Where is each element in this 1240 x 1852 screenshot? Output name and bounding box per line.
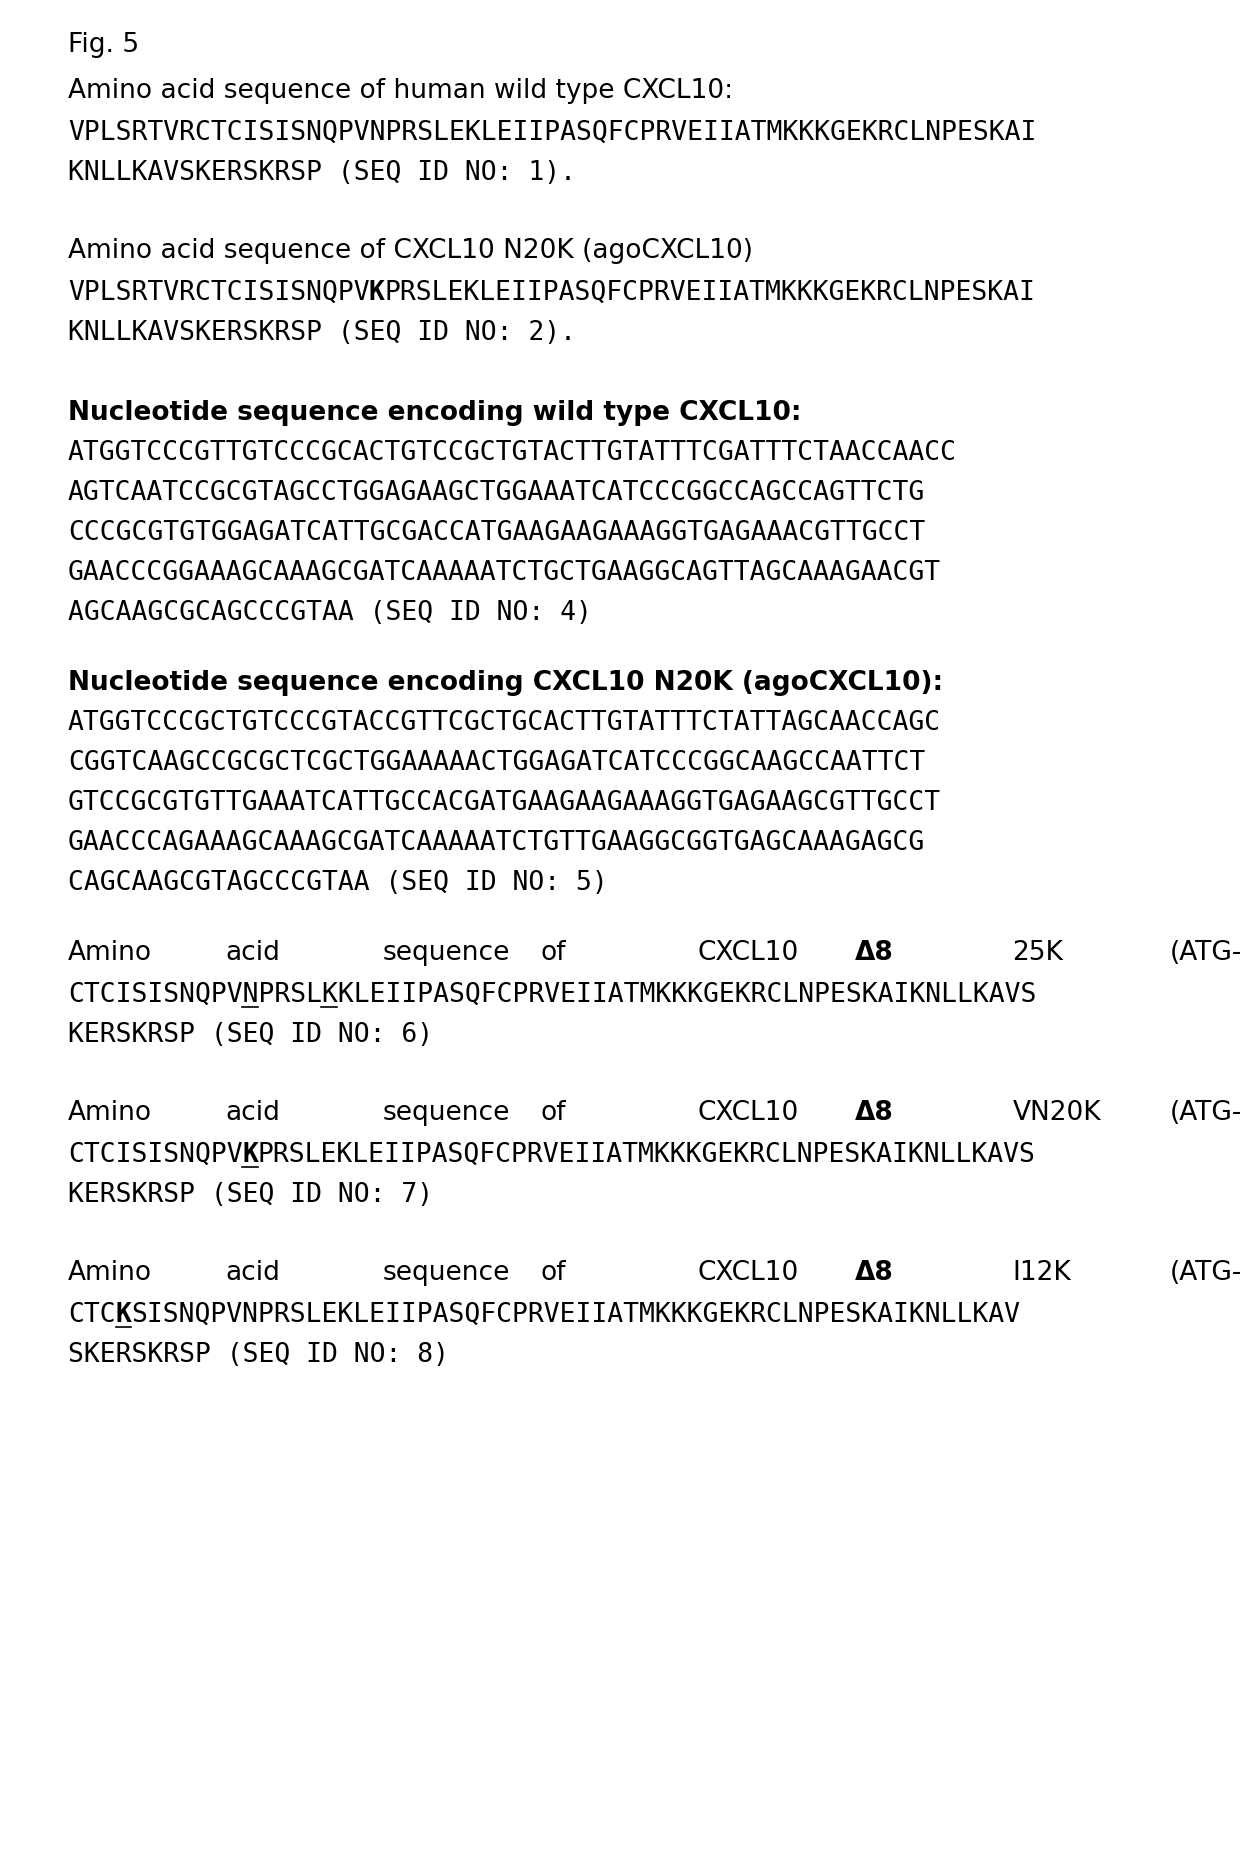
- Text: GTCCGCGTGTTGAAATCATTGCCACGATGAAGAAGAAAGGTGAGAAGCGTTGCCT: GTCCGCGTGTTGAAATCATTGCCACGATGAAGAAGAAAGG…: [68, 791, 941, 817]
- Text: Δ8: Δ8: [856, 1259, 894, 1285]
- Text: Δ8: Δ8: [856, 1100, 894, 1126]
- Text: Δ8: Δ8: [856, 941, 894, 967]
- Text: acid: acid: [226, 1100, 280, 1126]
- Text: Amino acid sequence of human wild type CXCL10:: Amino acid sequence of human wild type C…: [68, 78, 733, 104]
- Text: K: K: [368, 280, 384, 306]
- Text: CCCGCGTGTGGAGATCATTGCGACCATGAAGAAGAAAGGTGAGAAACGTTGCCT: CCCGCGTGTGGAGATCATTGCGACCATGAAGAAGAAAGGT…: [68, 520, 925, 546]
- Text: CAGCAAGCGTAGCCCGTAA (SEQ ID NO: 5): CAGCAAGCGTAGCCCGTAA (SEQ ID NO: 5): [68, 870, 608, 896]
- Text: sequence: sequence: [383, 1259, 510, 1285]
- Text: SISNQPVNPRSLEKLEIIPASQFCPRVEIIATMKKKGEKRCLNPESKAIKNLLKAV: SISNQPVNPRSLEKLEIIPASQFCPRVEIIATMKKKGEKR…: [131, 1302, 1021, 1328]
- Text: I12K: I12K: [1013, 1259, 1071, 1285]
- Text: PRSLEKLEIIPASQFCPRVEIIATMKKKGEKRCLNPESKAI: PRSLEKLEIIPASQFCPRVEIIATMKKKGEKRCLNPESKA…: [384, 280, 1035, 306]
- Text: K: K: [242, 1143, 258, 1169]
- Text: Fig. 5: Fig. 5: [68, 31, 139, 57]
- Text: CGGTCAAGCCGCGCTCGCTGGAAAAACTGGAGATCATCCCGGCAAGCCAATTCT: CGGTCAAGCCGCGCTCGCTGGAAAAACTGGAGATCATCCC…: [68, 750, 925, 776]
- Text: (ATG-N08):: (ATG-N08):: [1171, 1259, 1240, 1285]
- Text: ATGGTCCCGTTGTCCCGCACTGTCCGCTGTACTTGTATTTCGATTTCTAACCAACC: ATGGTCCCGTTGTCCCGCACTGTCCGCTGTACTTGTATTT…: [68, 441, 957, 467]
- Text: CXCL10: CXCL10: [698, 1100, 799, 1126]
- Text: AGCAAGCGCAGCCCGTAA (SEQ ID NO: 4): AGCAAGCGCAGCCCGTAA (SEQ ID NO: 4): [68, 600, 591, 626]
- Text: sequence: sequence: [383, 1100, 510, 1126]
- Text: VPLSRTVRCTCISISNQPVNPRSLEKLEIIPASQFCPRVEIIATMKKKGEKRCLNPESKAI: VPLSRTVRCTCISISNQPVNPRSLEKLEIIPASQFCPRVE…: [68, 120, 1037, 146]
- Text: KNLLKAVSKERSKRSP (SEQ ID NO: 1).: KNLLKAVSKERSKRSP (SEQ ID NO: 1).: [68, 159, 577, 185]
- Text: acid: acid: [226, 941, 280, 967]
- Text: (ATG-N07): (ATG-N07): [1171, 1100, 1240, 1126]
- Text: 25K: 25K: [1013, 941, 1064, 967]
- Text: Nucleotide sequence encoding CXCL10 N20K (agoCXCL10):: Nucleotide sequence encoding CXCL10 N20K…: [68, 670, 944, 696]
- Text: Amino: Amino: [68, 1100, 153, 1126]
- Text: Nucleotide sequence encoding wild type CXCL10:: Nucleotide sequence encoding wild type C…: [68, 400, 801, 426]
- Text: CXCL10: CXCL10: [698, 1259, 799, 1285]
- Text: VPLSRTVRCTCISISNQPV: VPLSRTVRCTCISISNQPV: [68, 280, 370, 306]
- Text: Amino acid sequence of CXCL10 N20K (agoCXCL10): Amino acid sequence of CXCL10 N20K (agoC…: [68, 239, 753, 265]
- Text: of: of: [541, 941, 565, 967]
- Text: (ATG-N06): (ATG-N06): [1171, 941, 1240, 967]
- Text: SKERSKRSP (SEQ ID NO: 8): SKERSKRSP (SEQ ID NO: 8): [68, 1343, 449, 1369]
- Text: Amino: Amino: [68, 941, 153, 967]
- Text: GAACCCAGAAAGCAAAGCGATCAAAAATCTGTTGAAGGCGGTGAGCAAAGAGCG: GAACCCAGAAAGCAAAGCGATCAAAAATCTGTTGAAGGCG…: [68, 830, 925, 856]
- Text: AGTCAATCCGCGTAGCCTGGAGAAGCTGGAAATCATCCCGGCCAGCCAGTTCTG: AGTCAATCCGCGTAGCCTGGAGAAGCTGGAAATCATCCCG…: [68, 480, 925, 506]
- Text: acid: acid: [226, 1259, 280, 1285]
- Text: PRSLEKLEIIPASQFCPRVEIIATMKKKGEKRCLNPESKAIKNLLKAVS: PRSLEKLEIIPASQFCPRVEIIATMKKKGEKRCLNPESKA…: [258, 1143, 1035, 1169]
- Text: ATGGTCCCGCTGTCCCGTACCGTTCGCTGCACTTGTATTTCTATTAGCAACCAGC: ATGGTCCCGCTGTCCCGTACCGTTCGCTGCACTTGTATTT…: [68, 709, 941, 735]
- Text: CTCISISNQPVNPRSLKKLEIIPASQFCPRVEIIATMKKKGEKRCLNPESKAIKNLLKAVS: CTCISISNQPVNPRSLKKLEIIPASQFCPRVEIIATMKKK…: [68, 982, 1037, 1007]
- Text: of: of: [541, 1100, 565, 1126]
- Text: CTC: CTC: [68, 1302, 115, 1328]
- Text: K: K: [115, 1302, 131, 1328]
- Text: GAACCCGGAAAGCAAAGCGATCAAAAATCTGCTGAAGGCAGTTAGCAAAGAACGT: GAACCCGGAAAGCAAAGCGATCAAAAATCTGCTGAAGGCA…: [68, 559, 941, 585]
- Text: CTCISISNQPV: CTCISISNQPV: [68, 1143, 243, 1169]
- Text: Amino: Amino: [68, 1259, 153, 1285]
- Text: VN20K: VN20K: [1013, 1100, 1101, 1126]
- Text: KERSKRSP (SEQ ID NO: 7): KERSKRSP (SEQ ID NO: 7): [68, 1182, 433, 1208]
- Text: CXCL10: CXCL10: [698, 941, 799, 967]
- Text: sequence: sequence: [383, 941, 510, 967]
- Text: KNLLKAVSKERSKRSP (SEQ ID NO: 2).: KNLLKAVSKERSKRSP (SEQ ID NO: 2).: [68, 320, 577, 346]
- Text: of: of: [541, 1259, 565, 1285]
- Text: KERSKRSP (SEQ ID NO: 6): KERSKRSP (SEQ ID NO: 6): [68, 1022, 433, 1048]
